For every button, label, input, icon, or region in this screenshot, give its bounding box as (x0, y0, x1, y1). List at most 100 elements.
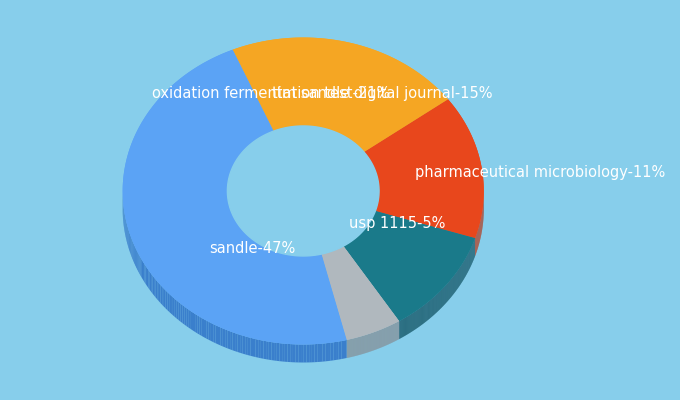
Polygon shape (316, 255, 317, 260)
Polygon shape (202, 318, 204, 337)
Polygon shape (183, 305, 185, 325)
Text: pharmaceutical microbiology-11%: pharmaceutical microbiology-11% (415, 166, 666, 180)
Polygon shape (223, 328, 225, 348)
Polygon shape (364, 99, 483, 238)
Polygon shape (265, 247, 267, 253)
Polygon shape (167, 292, 169, 312)
Polygon shape (230, 331, 233, 350)
Polygon shape (267, 248, 269, 254)
Polygon shape (148, 270, 150, 290)
Polygon shape (290, 344, 293, 362)
Polygon shape (290, 255, 291, 260)
Polygon shape (131, 238, 133, 259)
Polygon shape (343, 211, 475, 321)
Polygon shape (240, 335, 243, 354)
Polygon shape (322, 246, 399, 340)
Polygon shape (339, 341, 341, 360)
Polygon shape (256, 339, 258, 358)
Polygon shape (318, 344, 320, 362)
Text: usp 1115-5%: usp 1115-5% (349, 216, 445, 231)
Polygon shape (307, 256, 308, 261)
Polygon shape (214, 324, 216, 343)
Polygon shape (220, 327, 223, 346)
Polygon shape (312, 344, 315, 362)
Polygon shape (298, 256, 299, 261)
Polygon shape (142, 260, 143, 280)
Polygon shape (185, 307, 187, 326)
Polygon shape (228, 330, 230, 349)
Polygon shape (248, 236, 250, 242)
Polygon shape (159, 283, 160, 303)
Polygon shape (237, 334, 240, 353)
Polygon shape (187, 308, 189, 328)
Polygon shape (280, 253, 281, 258)
Polygon shape (309, 344, 312, 362)
Polygon shape (313, 255, 315, 261)
Polygon shape (227, 126, 379, 256)
Polygon shape (343, 211, 475, 321)
Polygon shape (285, 344, 288, 362)
Polygon shape (233, 332, 235, 351)
Polygon shape (189, 310, 191, 329)
Polygon shape (291, 255, 292, 261)
Polygon shape (275, 252, 277, 257)
Polygon shape (282, 343, 285, 362)
Polygon shape (310, 256, 311, 261)
Polygon shape (163, 287, 164, 307)
Polygon shape (243, 231, 244, 237)
Polygon shape (134, 245, 135, 265)
Polygon shape (271, 342, 274, 360)
Polygon shape (154, 278, 156, 298)
Polygon shape (136, 249, 137, 270)
Polygon shape (278, 252, 279, 258)
Polygon shape (269, 342, 271, 360)
Polygon shape (315, 344, 318, 362)
Polygon shape (250, 338, 253, 356)
Polygon shape (317, 255, 318, 260)
Polygon shape (211, 323, 214, 342)
Polygon shape (300, 256, 301, 261)
Polygon shape (157, 281, 159, 301)
Polygon shape (271, 250, 273, 256)
Polygon shape (263, 341, 266, 359)
Polygon shape (281, 253, 282, 259)
Polygon shape (251, 238, 252, 244)
Polygon shape (262, 246, 263, 252)
Polygon shape (277, 343, 279, 361)
Polygon shape (152, 276, 154, 296)
Text: tim sandle digital journal-15%: tim sandle digital journal-15% (273, 86, 493, 101)
Polygon shape (269, 249, 271, 255)
Polygon shape (250, 237, 251, 244)
Polygon shape (256, 242, 257, 248)
Polygon shape (301, 344, 304, 362)
Polygon shape (146, 266, 147, 286)
Polygon shape (173, 297, 175, 317)
Polygon shape (296, 256, 298, 261)
Polygon shape (253, 338, 256, 357)
Polygon shape (244, 232, 245, 238)
Polygon shape (305, 256, 306, 261)
Polygon shape (325, 343, 328, 361)
Polygon shape (258, 243, 259, 249)
Polygon shape (247, 234, 248, 241)
Polygon shape (171, 296, 173, 315)
Polygon shape (177, 300, 179, 320)
Polygon shape (181, 304, 183, 323)
Polygon shape (204, 319, 206, 338)
Polygon shape (323, 343, 325, 362)
Polygon shape (225, 329, 228, 348)
Polygon shape (320, 254, 322, 260)
Polygon shape (328, 343, 330, 361)
Text: oxidation fermentation test-21%: oxidation fermentation test-21% (152, 86, 390, 101)
Polygon shape (266, 341, 269, 360)
Polygon shape (160, 285, 163, 305)
Polygon shape (139, 256, 141, 276)
Polygon shape (254, 241, 255, 247)
Polygon shape (156, 280, 157, 299)
Polygon shape (299, 344, 301, 362)
Polygon shape (129, 232, 130, 252)
Polygon shape (166, 290, 167, 310)
Polygon shape (299, 256, 300, 261)
Polygon shape (175, 299, 177, 318)
Polygon shape (199, 317, 202, 336)
